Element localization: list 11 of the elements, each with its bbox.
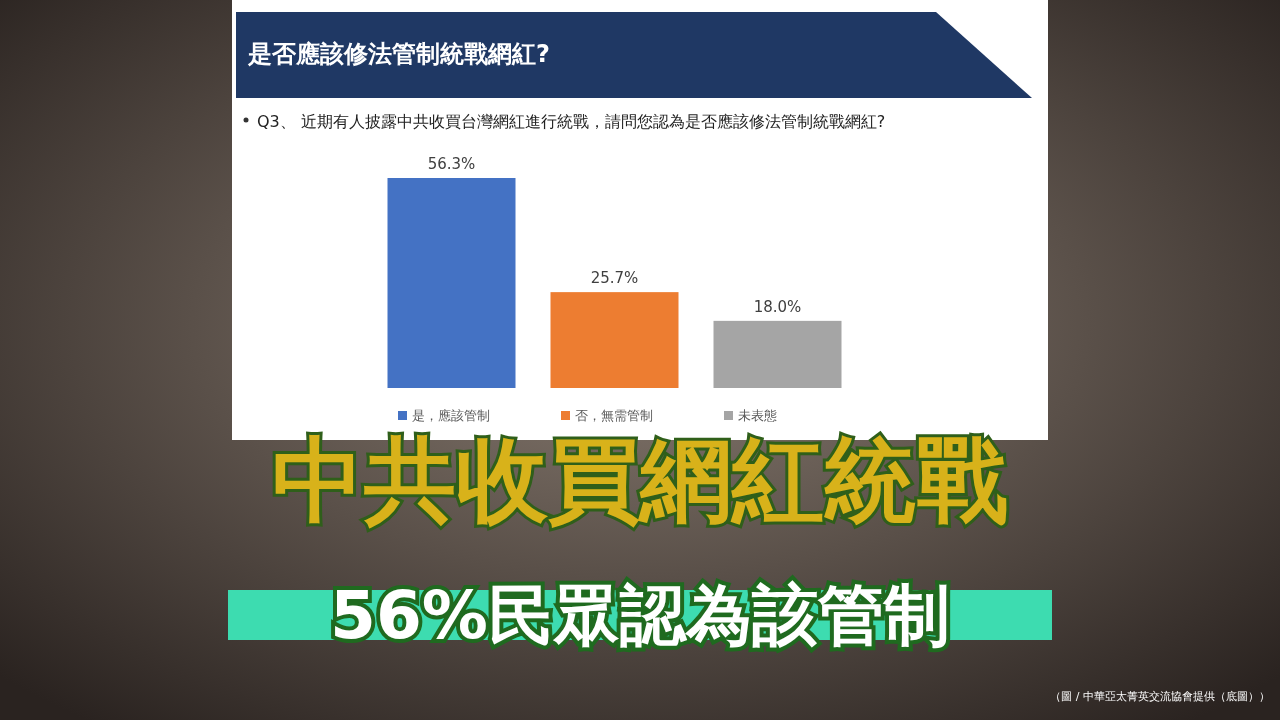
text: 56%民眾認為該管制 (330, 577, 950, 654)
legend-label: 未表態 (738, 408, 777, 423)
text: （圖 / 中華亞太菁英交流協會提供（底圖）） (1050, 690, 1270, 703)
data-label: 18.0% (753, 297, 802, 316)
data-label: 25.7% (590, 269, 639, 288)
chart-title: 是否應該修法管制統戰網紅? (247, 40, 550, 68)
chart-subtitle: Q3、 近期有人披露中共收買台灣網紅進行統戰，請問您認為是否應該修法管制統戰網紅? (257, 112, 886, 131)
text: 中共收買網紅統戰 (272, 427, 1008, 534)
data-label: 56.3% (427, 155, 476, 173)
legend-label: 是，應該管制 (412, 408, 490, 423)
legend-label: 否，無需管制 (575, 408, 653, 423)
